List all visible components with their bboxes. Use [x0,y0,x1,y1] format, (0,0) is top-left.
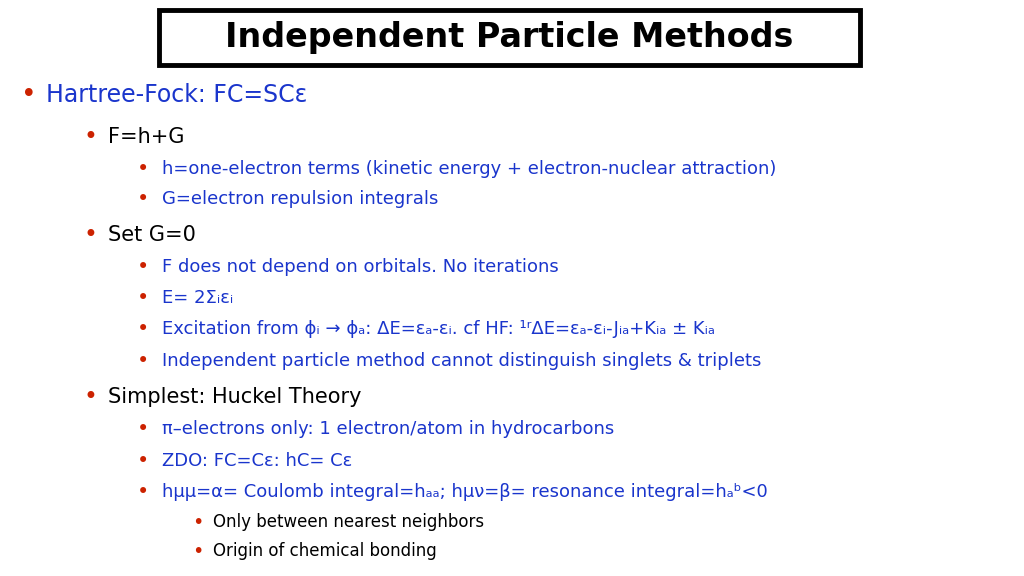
Text: Independent particle method cannot distinguish singlets & triplets: Independent particle method cannot disti… [162,351,761,370]
Text: •: • [191,542,204,560]
Text: Origin of chemical bonding: Origin of chemical bonding [213,542,437,560]
Text: G=electron repulsion integrals: G=electron repulsion integrals [162,190,438,208]
Text: •: • [83,125,97,149]
Text: •: • [137,451,150,471]
Text: Independent Particle Methods: Independent Particle Methods [225,21,794,54]
Text: E= 2Σᵢεᵢ: E= 2Σᵢεᵢ [162,289,233,307]
Text: hμμ=α= Coulomb integral=hₐₐ; hμν=β= resonance integral=hₐᵇ<0: hμμ=α= Coulomb integral=hₐₐ; hμν=β= reso… [162,483,768,502]
Text: •: • [83,385,97,410]
Text: Only between nearest neighbors: Only between nearest neighbors [213,513,484,532]
FancyBboxPatch shape [159,10,860,65]
Text: π–electrons only: 1 electron/atom in hydrocarbons: π–electrons only: 1 electron/atom in hyd… [162,420,614,438]
Text: •: • [137,257,150,276]
Text: •: • [83,223,97,247]
Text: Excitation from ϕᵢ → ϕₐ: ΔE=εₐ-εᵢ. cf HF: ¹ʳΔE=εₐ-εᵢ-Jᵢₐ+Kᵢₐ ± Kᵢₐ: Excitation from ϕᵢ → ϕₐ: ΔE=εₐ-εᵢ. cf HF… [162,320,715,339]
Text: h=one-electron terms (kinetic energy + electron-nuclear attraction): h=one-electron terms (kinetic energy + e… [162,160,776,179]
Text: •: • [137,419,150,439]
Text: •: • [137,288,150,308]
Text: •: • [137,160,150,179]
Text: Simplest: Huckel Theory: Simplest: Huckel Theory [108,388,361,407]
Text: F does not depend on orbitals. No iterations: F does not depend on orbitals. No iterat… [162,257,558,276]
Text: ZDO: FC=Cε: hC= Cε: ZDO: FC=Cε: hC= Cε [162,452,352,470]
Text: •: • [137,189,150,209]
Text: •: • [191,513,204,532]
Text: •: • [137,483,150,502]
Text: Hartree-Fock: FC=SCε: Hartree-Fock: FC=SCε [46,83,307,107]
Text: F=h+G: F=h+G [108,127,184,147]
Text: •: • [137,351,150,370]
Text: Set G=0: Set G=0 [108,225,196,245]
Text: •: • [20,82,37,108]
Text: •: • [137,320,150,339]
